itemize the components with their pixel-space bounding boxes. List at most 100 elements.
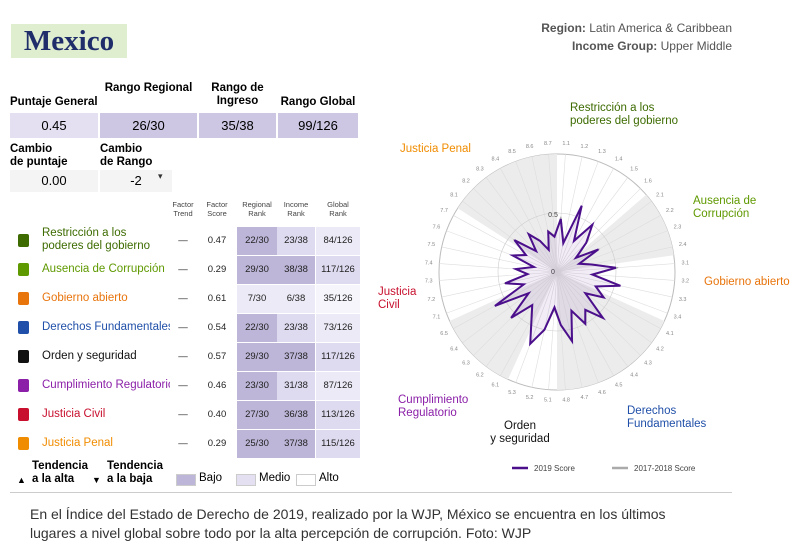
level-swatch: [296, 474, 316, 486]
income: Upper Middle: [660, 39, 732, 53]
factor-sector: [557, 272, 665, 390]
score-value: 0.45: [10, 113, 98, 138]
table-cell: 22/30: [237, 227, 277, 255]
table-cell: —: [170, 430, 196, 458]
table-header: Income Rank: [283, 200, 309, 218]
region: Latin America & Caribbean: [589, 21, 732, 35]
score-value: 35/38: [199, 113, 276, 138]
table-header: Factor Score: [206, 200, 228, 218]
spoke-label: 5.1: [544, 398, 552, 404]
spoke-label: 7.5: [427, 242, 435, 248]
table-cell: 87/126: [316, 372, 360, 400]
score-label: Rango de Ingreso: [211, 82, 264, 108]
table-cell: 115/126: [316, 430, 360, 458]
factor-name: Gobierno abierto: [42, 292, 128, 304]
spoke-label: 4.5: [615, 382, 623, 388]
spoke-label: 3.2: [681, 279, 689, 285]
table-cell: 22/30: [237, 314, 277, 342]
factor-icon: [18, 379, 29, 392]
spoke-label: 6.4: [450, 347, 458, 353]
table-cell: 73/126: [316, 314, 360, 342]
table-cell: 38/38: [277, 256, 315, 284]
table-cell: —: [170, 256, 196, 284]
spoke-label: 4.4: [630, 372, 638, 378]
spoke-label: 8.1: [450, 192, 458, 198]
factor-label: Restricción a los poderes del gobierno: [570, 102, 679, 128]
factor-name: Orden y seguridad: [42, 350, 137, 362]
table-header: Factor Trend: [172, 200, 194, 218]
spoke-label: 6.1: [492, 382, 500, 388]
factor-icon: [18, 437, 29, 450]
factor-label: Justicia Penal: [400, 143, 471, 155]
level-label: Bajo: [199, 472, 223, 484]
table-cell: 0.29: [200, 430, 234, 458]
arrow-down: ▼: [92, 475, 101, 485]
income-line: Income Group: Upper Middle: [571, 39, 732, 54]
spoke-label: 1.4: [615, 157, 623, 163]
table-cell: —: [170, 227, 196, 255]
table-cell: 27/30: [237, 401, 277, 429]
spoke-label: 4.7: [581, 395, 589, 401]
table-header: Global Rank: [327, 200, 349, 218]
spoke-label: 7.6: [433, 225, 441, 231]
table-cell: 37/38: [277, 430, 315, 458]
table-cell: 35/126: [316, 285, 360, 313]
table-cell: 84/126: [316, 227, 360, 255]
level-label: Medio: [259, 472, 291, 484]
factor-label: Derechos Fundamentales: [627, 405, 707, 431]
spoke-label: 7.2: [427, 297, 435, 303]
spoke-label: 6.3: [462, 360, 470, 366]
table-cell: 113/126: [316, 401, 360, 429]
spoke-label: 2.1: [656, 192, 664, 198]
spoke-label: 1.3: [598, 149, 606, 155]
spoke-label: 6.5: [440, 331, 448, 337]
factor-icon: [18, 321, 29, 334]
spoke-label: 4.1: [666, 331, 674, 337]
factor-icon: [18, 292, 29, 305]
region-line: Region: Latin America & Caribbean: [541, 21, 732, 36]
spoke-label: 4.6: [598, 390, 606, 396]
table-cell: 23/38: [277, 314, 315, 342]
table-cell: 36/38: [277, 401, 315, 429]
table-cell: 29/30: [237, 343, 277, 371]
factor-name: Justicia Civil: [42, 408, 106, 420]
table-cell: 0.47: [200, 227, 234, 255]
change-value: 0.00: [10, 170, 98, 192]
table-cell: 25/30: [237, 430, 277, 458]
spoke-label: 5.2: [526, 395, 534, 401]
factor-name: Restricción a los poderes del gobierno: [42, 227, 151, 253]
table-cell: 0.46: [200, 372, 234, 400]
factor-name: Ausencia de Corrupción: [42, 263, 165, 275]
table-cell: 29/30: [237, 256, 277, 284]
table-cell: 0.61: [200, 285, 234, 313]
spoke-label: 3.1: [681, 260, 689, 266]
factor-label: Ausencia de Corrupción: [693, 195, 757, 221]
spoke-label: 8.4: [492, 157, 500, 163]
table-cell: 0.40: [200, 401, 234, 429]
table-cell: 6/38: [277, 285, 315, 313]
score-label: Rango Global: [280, 96, 356, 108]
table-cell: 23/38: [277, 227, 315, 255]
table-cell: 23/30: [237, 372, 277, 400]
factor-name: Cumplimiento Regulatorio: [42, 379, 175, 391]
legend-label: 2019 Score: [534, 464, 575, 473]
separator: [10, 492, 732, 493]
table-cell: 0.54: [200, 314, 234, 342]
arrow-up: ▲: [17, 475, 26, 485]
income-label: Income Group:: [571, 39, 658, 53]
table-cell: —: [170, 285, 196, 313]
spoke-label: 7.3: [425, 279, 433, 285]
table-cell: 7/30: [237, 285, 277, 313]
table-cell: —: [170, 343, 196, 371]
r-tick-label: 0.5: [548, 212, 558, 219]
legend-label: 2017-2018 Score: [634, 464, 696, 473]
factor-label: Cumplimiento Regulatorio: [398, 394, 469, 420]
spoke-label: 6.2: [476, 372, 484, 378]
level-swatch: [236, 474, 256, 486]
level-label: Alto: [319, 472, 339, 484]
table-cell: 31/38: [277, 372, 315, 400]
table-cell: 117/126: [316, 343, 360, 371]
spoke-label: 2.2: [666, 208, 674, 214]
change-label: Cambio de puntaje: [10, 143, 68, 169]
